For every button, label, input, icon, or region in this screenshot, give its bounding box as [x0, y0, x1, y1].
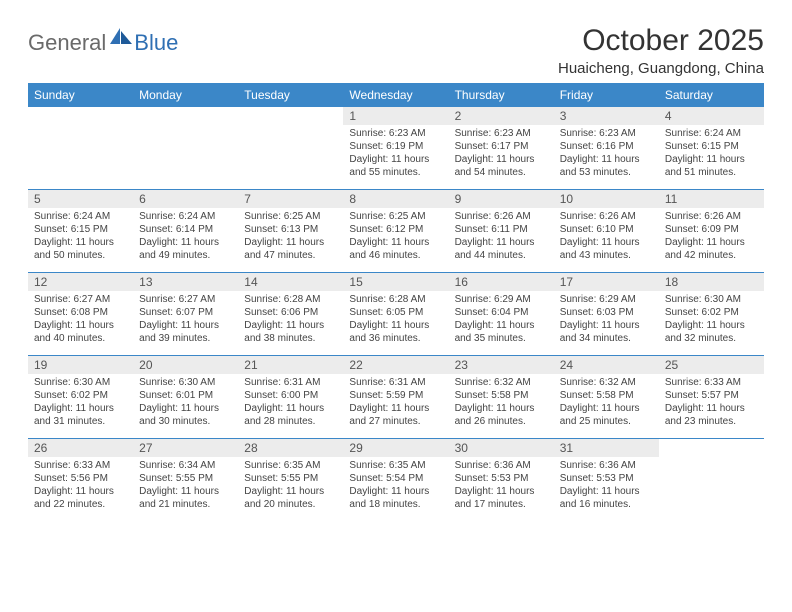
day-number-row: 567891011 [28, 190, 764, 208]
day-number-cell [659, 439, 764, 457]
day-detail-cell [28, 125, 133, 190]
day-detail-cell: Sunrise: 6:31 AMSunset: 6:00 PMDaylight:… [238, 374, 343, 439]
day-detail-cell: Sunrise: 6:24 AMSunset: 6:15 PMDaylight:… [28, 208, 133, 273]
day-number-cell: 20 [133, 356, 238, 374]
day-number-cell: 30 [449, 439, 554, 457]
day-number-cell: 9 [449, 190, 554, 208]
day-number-cell: 11 [659, 190, 764, 208]
day-number-row: 1234 [28, 107, 764, 125]
day-detail-cell: Sunrise: 6:26 AMSunset: 6:09 PMDaylight:… [659, 208, 764, 273]
day-detail-cell: Sunrise: 6:29 AMSunset: 6:03 PMDaylight:… [554, 291, 659, 356]
day-detail-row: Sunrise: 6:33 AMSunset: 5:56 PMDaylight:… [28, 457, 764, 521]
day-number-cell: 3 [554, 107, 659, 125]
day-number-cell: 19 [28, 356, 133, 374]
day-detail-cell: Sunrise: 6:30 AMSunset: 6:02 PMDaylight:… [659, 291, 764, 356]
logo-text-blue: Blue [134, 30, 178, 56]
day-header-cell: Monday [133, 83, 238, 107]
day-detail-cell: Sunrise: 6:33 AMSunset: 5:56 PMDaylight:… [28, 457, 133, 521]
day-detail-cell: Sunrise: 6:33 AMSunset: 5:57 PMDaylight:… [659, 374, 764, 439]
calendar-table: SundayMondayTuesdayWednesdayThursdayFrid… [28, 83, 764, 521]
day-detail-cell: Sunrise: 6:30 AMSunset: 6:02 PMDaylight:… [28, 374, 133, 439]
day-detail-row: Sunrise: 6:24 AMSunset: 6:15 PMDaylight:… [28, 208, 764, 273]
day-header-cell: Tuesday [238, 83, 343, 107]
day-detail-cell: Sunrise: 6:35 AMSunset: 5:54 PMDaylight:… [343, 457, 448, 521]
day-number-cell [133, 107, 238, 125]
location: Huaicheng, Guangdong, China [558, 60, 764, 77]
day-number-cell: 14 [238, 273, 343, 291]
day-number-cell: 31 [554, 439, 659, 457]
day-number-cell: 8 [343, 190, 448, 208]
day-detail-cell: Sunrise: 6:23 AMSunset: 6:16 PMDaylight:… [554, 125, 659, 190]
day-detail-row: Sunrise: 6:23 AMSunset: 6:19 PMDaylight:… [28, 125, 764, 190]
logo: General Blue [28, 24, 178, 57]
day-number-row: 19202122232425 [28, 356, 764, 374]
day-number-cell: 10 [554, 190, 659, 208]
day-number-cell: 29 [343, 439, 448, 457]
day-detail-row: Sunrise: 6:27 AMSunset: 6:08 PMDaylight:… [28, 291, 764, 356]
day-number-cell: 23 [449, 356, 554, 374]
day-detail-cell: Sunrise: 6:32 AMSunset: 5:58 PMDaylight:… [554, 374, 659, 439]
day-number-cell: 18 [659, 273, 764, 291]
day-detail-cell [133, 125, 238, 190]
day-number-cell: 25 [659, 356, 764, 374]
day-number-cell: 15 [343, 273, 448, 291]
day-detail-cell: Sunrise: 6:28 AMSunset: 6:06 PMDaylight:… [238, 291, 343, 356]
logo-text-general: General [28, 30, 106, 56]
day-detail-cell: Sunrise: 6:31 AMSunset: 5:59 PMDaylight:… [343, 374, 448, 439]
day-detail-cell: Sunrise: 6:35 AMSunset: 5:55 PMDaylight:… [238, 457, 343, 521]
day-header-cell: Wednesday [343, 83, 448, 107]
day-number-cell: 22 [343, 356, 448, 374]
day-number-cell: 17 [554, 273, 659, 291]
day-number-cell: 5 [28, 190, 133, 208]
day-number-cell: 6 [133, 190, 238, 208]
day-detail-row: Sunrise: 6:30 AMSunset: 6:02 PMDaylight:… [28, 374, 764, 439]
day-header-cell: Saturday [659, 83, 764, 107]
day-number-cell: 2 [449, 107, 554, 125]
day-number-row: 12131415161718 [28, 273, 764, 291]
day-number-row: 262728293031 [28, 439, 764, 457]
month-title: October 2025 [558, 24, 764, 58]
day-header-cell: Sunday [28, 83, 133, 107]
day-detail-cell: Sunrise: 6:26 AMSunset: 6:10 PMDaylight:… [554, 208, 659, 273]
day-number-cell: 28 [238, 439, 343, 457]
day-number-cell: 13 [133, 273, 238, 291]
day-number-cell: 16 [449, 273, 554, 291]
day-detail-cell [238, 125, 343, 190]
day-number-cell: 24 [554, 356, 659, 374]
day-detail-cell: Sunrise: 6:34 AMSunset: 5:55 PMDaylight:… [133, 457, 238, 521]
day-detail-cell: Sunrise: 6:28 AMSunset: 6:05 PMDaylight:… [343, 291, 448, 356]
day-number-cell: 21 [238, 356, 343, 374]
day-number-cell [28, 107, 133, 125]
day-detail-cell: Sunrise: 6:36 AMSunset: 5:53 PMDaylight:… [449, 457, 554, 521]
day-detail-cell: Sunrise: 6:32 AMSunset: 5:58 PMDaylight:… [449, 374, 554, 439]
day-header-cell: Thursday [449, 83, 554, 107]
day-header-cell: Friday [554, 83, 659, 107]
day-number-cell [238, 107, 343, 125]
title-block: October 2025 Huaicheng, Guangdong, China [558, 24, 764, 77]
header: General Blue October 2025 Huaicheng, Gua… [28, 24, 764, 77]
day-detail-cell: Sunrise: 6:36 AMSunset: 5:53 PMDaylight:… [554, 457, 659, 521]
day-number-cell: 1 [343, 107, 448, 125]
day-number-cell: 26 [28, 439, 133, 457]
day-detail-cell: Sunrise: 6:30 AMSunset: 6:01 PMDaylight:… [133, 374, 238, 439]
day-detail-cell: Sunrise: 6:25 AMSunset: 6:12 PMDaylight:… [343, 208, 448, 273]
day-detail-cell: Sunrise: 6:24 AMSunset: 6:14 PMDaylight:… [133, 208, 238, 273]
day-detail-cell: Sunrise: 6:24 AMSunset: 6:15 PMDaylight:… [659, 125, 764, 190]
logo-sail-icon [110, 28, 134, 49]
day-detail-cell: Sunrise: 6:29 AMSunset: 6:04 PMDaylight:… [449, 291, 554, 356]
day-number-cell: 7 [238, 190, 343, 208]
day-number-cell: 12 [28, 273, 133, 291]
day-header-row: SundayMondayTuesdayWednesdayThursdayFrid… [28, 83, 764, 107]
day-detail-cell: Sunrise: 6:23 AMSunset: 6:19 PMDaylight:… [343, 125, 448, 190]
day-detail-cell: Sunrise: 6:26 AMSunset: 6:11 PMDaylight:… [449, 208, 554, 273]
day-detail-cell: Sunrise: 6:23 AMSunset: 6:17 PMDaylight:… [449, 125, 554, 190]
day-detail-cell: Sunrise: 6:27 AMSunset: 6:08 PMDaylight:… [28, 291, 133, 356]
day-detail-cell: Sunrise: 6:25 AMSunset: 6:13 PMDaylight:… [238, 208, 343, 273]
day-detail-cell: Sunrise: 6:27 AMSunset: 6:07 PMDaylight:… [133, 291, 238, 356]
day-detail-cell [659, 457, 764, 521]
day-number-cell: 4 [659, 107, 764, 125]
day-number-cell: 27 [133, 439, 238, 457]
